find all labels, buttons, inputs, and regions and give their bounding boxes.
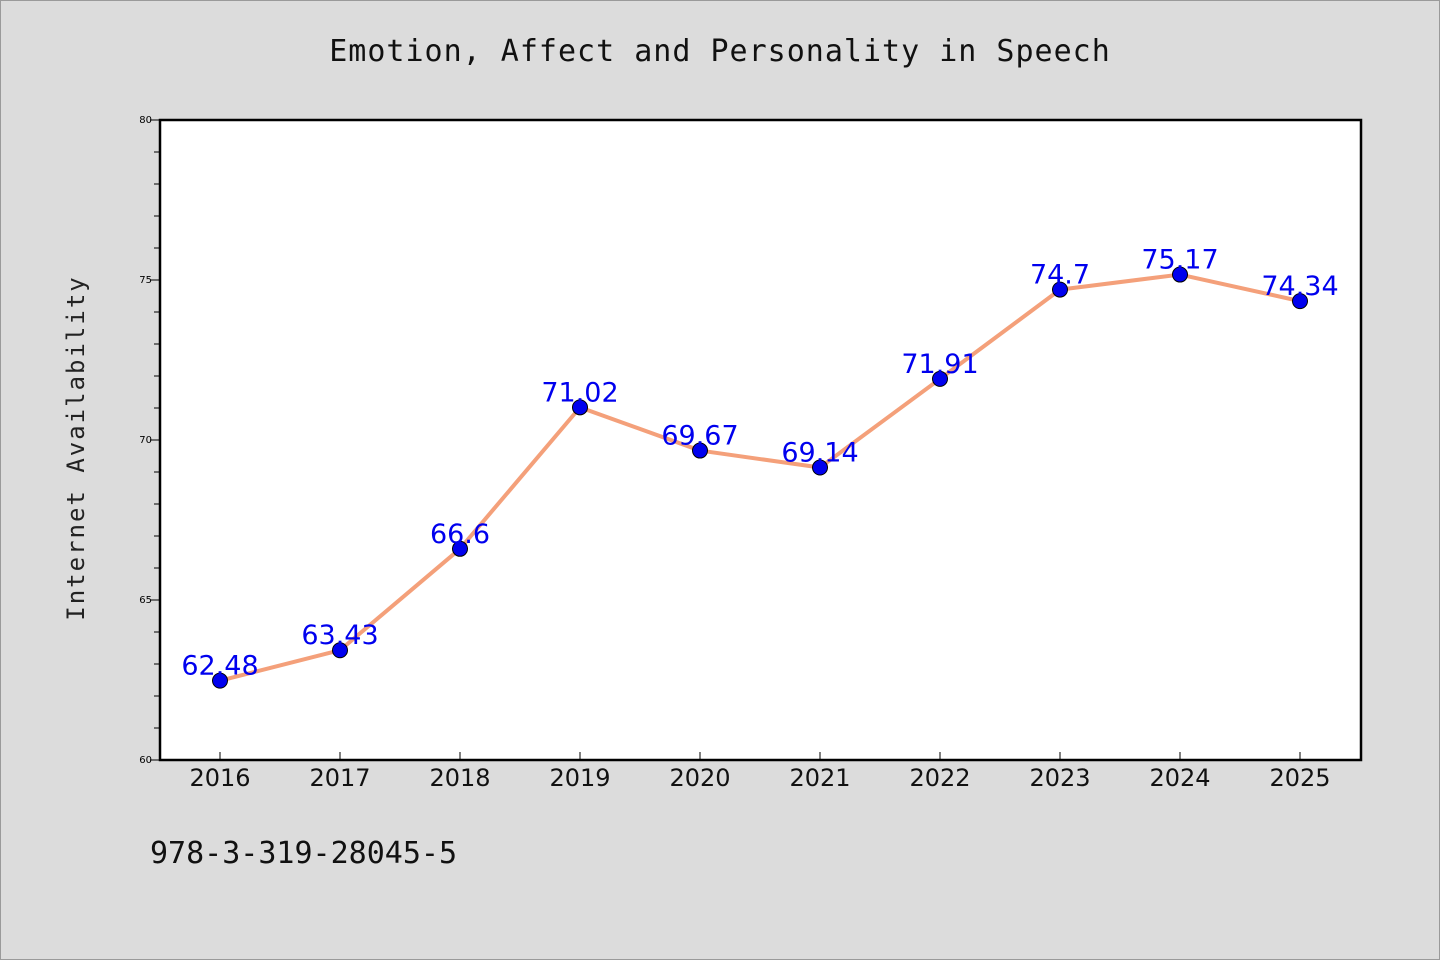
data-label: 74.34 xyxy=(1261,271,1338,302)
series-line xyxy=(218,272,1302,683)
x-tick-label: 2022 xyxy=(909,764,970,792)
data-label: 74.7 xyxy=(1030,260,1090,291)
footnote-isbn: 978-3-319-28045-5 xyxy=(150,836,458,871)
x-tick-label: 2023 xyxy=(1029,764,1090,792)
x-tick-label: 2021 xyxy=(789,764,850,792)
data-label: 69.14 xyxy=(781,438,858,469)
x-tick-label: 2025 xyxy=(1269,764,1330,792)
series-markers xyxy=(212,266,1308,689)
data-label: 66.6 xyxy=(430,519,490,550)
y-tick-label: 80 xyxy=(139,115,152,126)
data-label: 62.48 xyxy=(181,651,258,682)
data-point xyxy=(812,459,828,476)
data-point xyxy=(1052,281,1068,298)
data-label: 75.17 xyxy=(1141,245,1218,276)
y-tick-label: 75 xyxy=(139,275,152,286)
data-point xyxy=(212,672,228,689)
data-point xyxy=(692,442,708,459)
data-point xyxy=(932,370,948,387)
y-tick-label: 60 xyxy=(139,755,152,766)
x-tick-label: 2020 xyxy=(669,764,730,792)
data-label: 63.43 xyxy=(301,620,378,651)
plot-area xyxy=(158,118,1363,762)
x-tick-label: 2016 xyxy=(189,764,250,792)
data-point xyxy=(572,399,588,416)
data-point xyxy=(1172,266,1188,283)
data-label: 69.67 xyxy=(661,421,738,452)
x-tick-label: 2018 xyxy=(429,764,490,792)
x-tick-label: 2024 xyxy=(1149,764,1210,792)
x-tick-label: 2019 xyxy=(549,764,610,792)
data-point xyxy=(452,540,468,557)
y-tick-label: 65 xyxy=(139,595,152,606)
data-point xyxy=(332,642,348,659)
x-tick-label: 2017 xyxy=(309,764,370,792)
data-point xyxy=(1292,293,1308,310)
y-axis: 60 65 70 75 80 xyxy=(139,115,160,766)
y-tick-label: 70 xyxy=(139,435,152,446)
x-axis: 2016 2017 2018 2019 2020 2021 2022 2023 2024 2025 xyxy=(189,752,1331,792)
data-labels: 62.48 63.43 66.6 71.02 69.67 69.14 71.91 74.7 75… xyxy=(181,245,1338,682)
chart-title: Emotion, Affect and Personality in Speec… xyxy=(329,34,1111,69)
data-label: 71.91 xyxy=(901,349,978,380)
data-label: 71.02 xyxy=(541,377,618,408)
